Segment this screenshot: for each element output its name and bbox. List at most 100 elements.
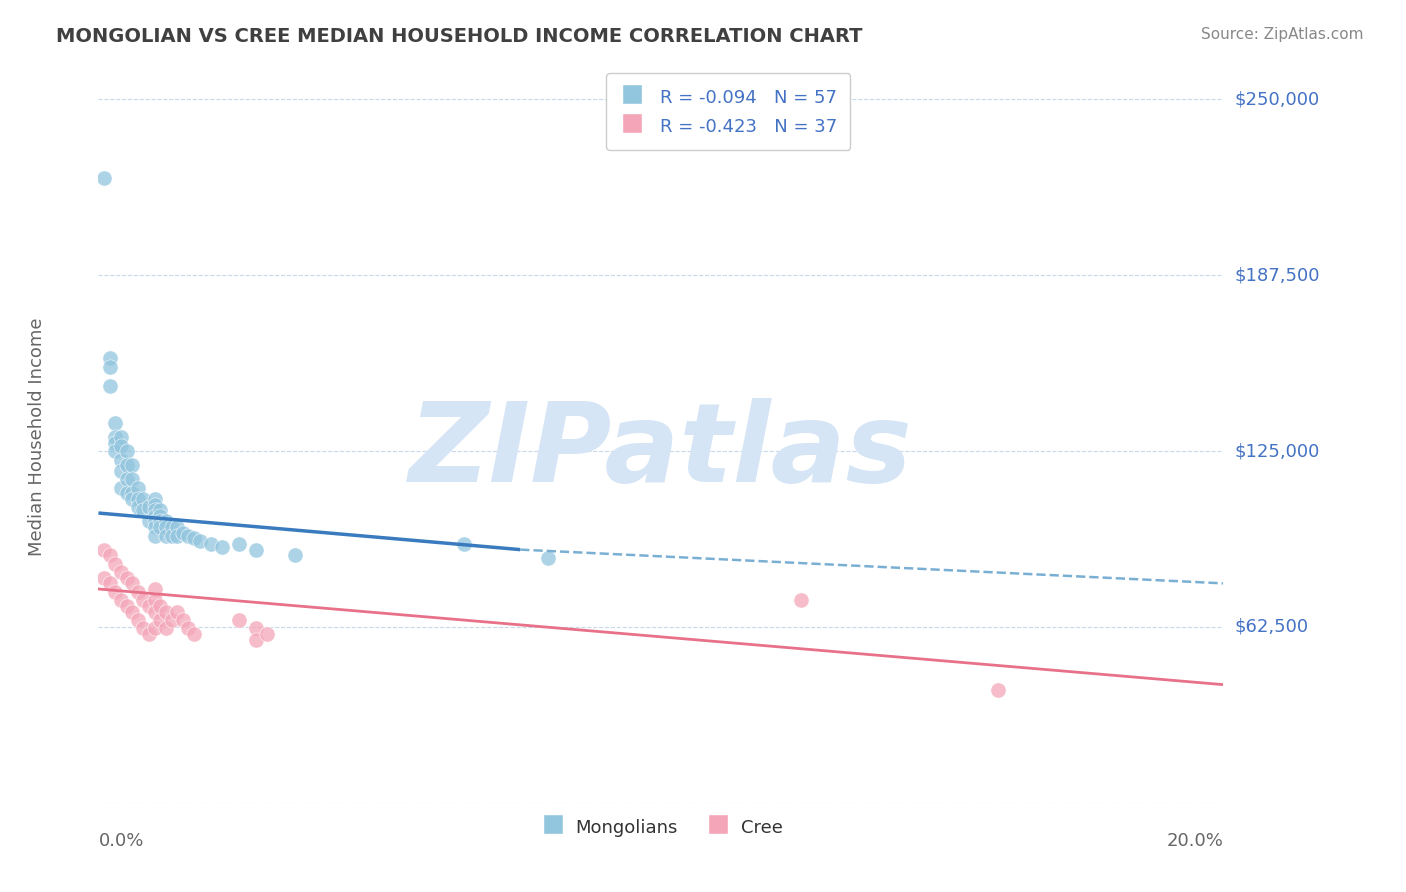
Point [121, 472, 143, 486]
Point [155, 520, 177, 534]
Point [211, 540, 233, 554]
Point [183, 532, 205, 546]
Point [138, 627, 160, 641]
Point [284, 548, 307, 562]
Point [149, 515, 172, 529]
Point [143, 491, 166, 506]
Point [143, 605, 166, 619]
Point [93, 171, 115, 186]
Text: ZIPatlas: ZIPatlas [409, 398, 912, 505]
Point [115, 486, 138, 500]
Point [228, 613, 250, 627]
Point [149, 520, 172, 534]
Point [188, 534, 211, 549]
Point [132, 621, 155, 635]
Point [115, 599, 138, 613]
Point [138, 500, 160, 515]
Point [149, 503, 172, 517]
Point [177, 621, 200, 635]
Point [143, 528, 166, 542]
Point [166, 605, 188, 619]
Point [172, 525, 194, 540]
Point [149, 508, 172, 523]
Point [200, 537, 222, 551]
Point [183, 627, 205, 641]
Point [166, 528, 188, 542]
Point [143, 593, 166, 607]
Point [245, 621, 267, 635]
Point [149, 599, 172, 613]
Text: Source: ZipAtlas.com: Source: ZipAtlas.com [1201, 27, 1364, 42]
Point [98, 576, 121, 591]
Text: Median Household Income: Median Household Income [28, 318, 45, 557]
Point [104, 435, 127, 450]
Point [166, 520, 188, 534]
Point [155, 605, 177, 619]
Point [110, 438, 132, 452]
Point [104, 444, 127, 458]
Point [790, 593, 813, 607]
Point [155, 621, 177, 635]
Point [132, 491, 155, 506]
Point [127, 584, 149, 599]
Point [143, 498, 166, 512]
Legend: Mongolians, Cree: Mongolians, Cree [531, 808, 790, 845]
Point [110, 481, 132, 495]
Point [115, 571, 138, 585]
Point [177, 528, 200, 542]
Text: $250,000: $250,000 [1234, 90, 1320, 109]
Point [121, 576, 143, 591]
Point [245, 632, 267, 647]
Text: $187,500: $187,500 [1234, 267, 1320, 285]
Point [127, 500, 149, 515]
Point [110, 430, 132, 444]
Point [115, 458, 138, 473]
Point [93, 542, 115, 557]
Point [143, 621, 166, 635]
Point [155, 528, 177, 542]
Point [121, 605, 143, 619]
Point [110, 452, 132, 467]
Point [98, 548, 121, 562]
Point [138, 515, 160, 529]
Point [98, 351, 121, 366]
Point [537, 551, 560, 566]
Point [256, 627, 278, 641]
Point [143, 503, 166, 517]
Point [149, 613, 172, 627]
Point [143, 520, 166, 534]
Point [121, 491, 143, 506]
Point [104, 416, 127, 430]
Point [453, 537, 475, 551]
Text: $62,500: $62,500 [1234, 618, 1309, 636]
Point [104, 557, 127, 571]
Point [228, 537, 250, 551]
Point [110, 593, 132, 607]
Point [93, 571, 115, 585]
Point [110, 464, 132, 478]
Point [98, 379, 121, 393]
Point [143, 582, 166, 596]
Point [115, 444, 138, 458]
Point [110, 565, 132, 579]
Point [987, 683, 1010, 698]
Point [115, 472, 138, 486]
Point [143, 515, 166, 529]
Point [160, 528, 183, 542]
Point [127, 491, 149, 506]
Point [104, 584, 127, 599]
Text: 20.0%: 20.0% [1167, 832, 1223, 850]
Point [127, 481, 149, 495]
Point [138, 599, 160, 613]
Point [98, 359, 121, 374]
Point [160, 613, 183, 627]
Text: $125,000: $125,000 [1234, 442, 1320, 460]
Point [121, 458, 143, 473]
Text: MONGOLIAN VS CREE MEDIAN HOUSEHOLD INCOME CORRELATION CHART: MONGOLIAN VS CREE MEDIAN HOUSEHOLD INCOM… [56, 27, 863, 45]
Point [245, 542, 267, 557]
Point [160, 520, 183, 534]
Point [172, 613, 194, 627]
Point [155, 515, 177, 529]
Point [121, 486, 143, 500]
Text: 0.0%: 0.0% [98, 832, 143, 850]
